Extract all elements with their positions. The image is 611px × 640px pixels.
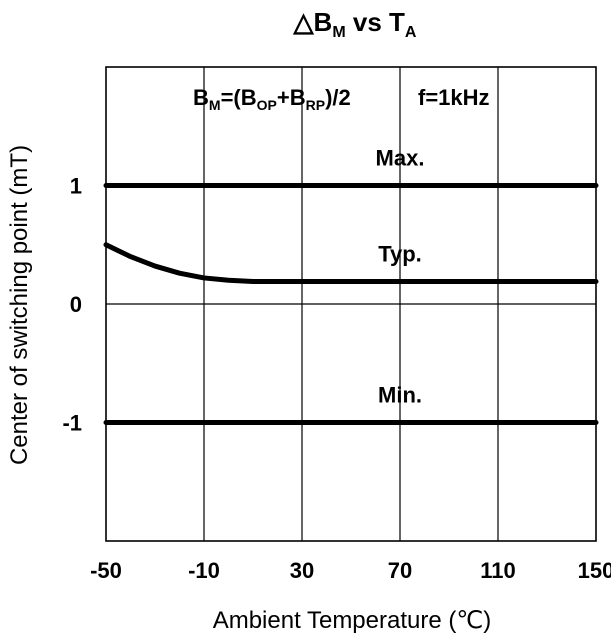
- formula-s2: OP: [257, 97, 277, 113]
- series-label-max: Max.: [376, 146, 425, 171]
- y-axis-label: Center of switching point (mT): [6, 145, 33, 465]
- series-line-typ: [103, 242, 599, 284]
- chart-title-mid: vs T: [346, 7, 405, 37]
- formula-s1: M: [209, 97, 221, 113]
- x-tick-label: -50: [90, 558, 122, 583]
- chart-title-sub1: M: [332, 24, 345, 41]
- formula-p3: +B: [277, 85, 306, 110]
- x-tick-label: 30: [290, 558, 314, 583]
- y-tick-label: 1: [70, 174, 82, 199]
- plot-area: [103, 66, 599, 542]
- x-axis-label: Ambient Temperature (℃): [213, 607, 492, 634]
- y-tick-label: -1: [62, 411, 82, 436]
- series-layer: [103, 183, 599, 425]
- series-label-min: Min.: [378, 383, 422, 408]
- formula-p1: B: [193, 85, 209, 110]
- chart-title: △BM vs TA: [293, 7, 417, 41]
- series-label-typ: Typ.: [378, 241, 422, 266]
- series-labels: Max. Typ. Min.: [376, 146, 425, 408]
- chart-title-sub2: A: [405, 24, 417, 41]
- formula-p4: )/2: [325, 85, 351, 110]
- grid: [106, 67, 596, 541]
- x-tick-label: 110: [480, 558, 516, 583]
- x-tick-label: -10: [188, 558, 220, 583]
- y-tick-label: 0: [70, 292, 82, 317]
- x-tick-label: 70: [388, 558, 412, 583]
- frequency-annotation: f=1kHz: [418, 85, 490, 110]
- y-tick-labels: 1 0 -1: [62, 174, 82, 436]
- x-tick-labels: -50 -10 30 70 110 150: [90, 558, 611, 583]
- formula-s3: RP: [306, 97, 325, 113]
- formula-annotation: BM=(BOP+BRP)/2: [193, 85, 351, 113]
- chart-title-prefix: △B: [293, 7, 333, 37]
- x-tick-label: 150: [578, 558, 611, 583]
- formula-p2: =(B: [221, 85, 257, 110]
